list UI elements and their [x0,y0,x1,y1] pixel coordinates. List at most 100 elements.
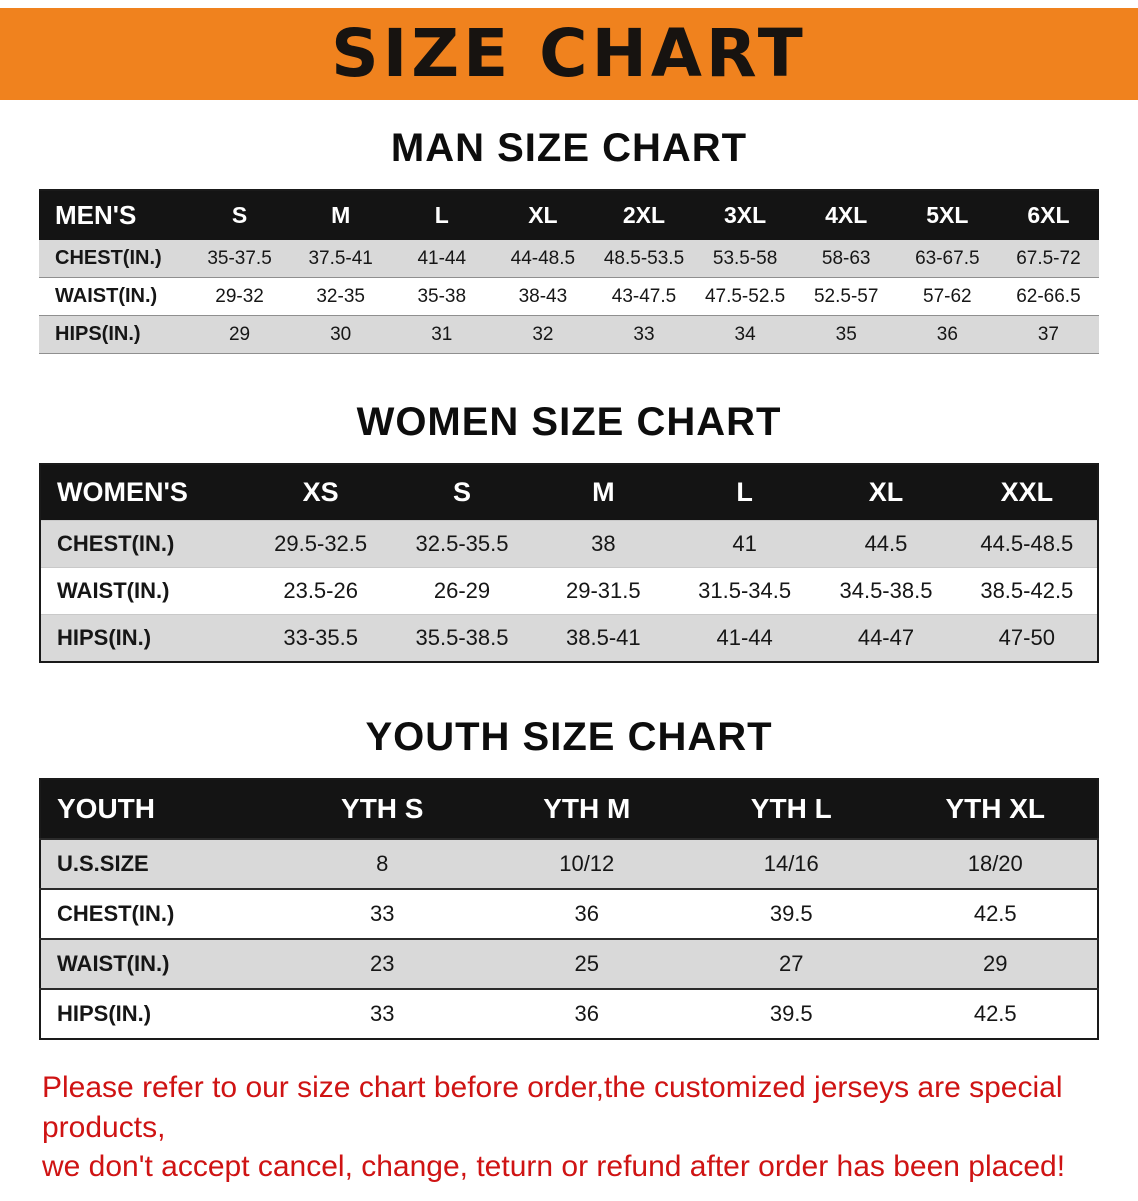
size-value: 32-35 [316,285,365,307]
size-column-header: XS [250,464,392,521]
size-column-header: 4XL [795,190,897,240]
row-label: U.S.SIZE [57,851,149,876]
size-value: 44-47 [857,625,915,650]
table-row: HIPS(IN.) 29 30 31 32 33 34 35 36 37 [39,315,1099,354]
table-row: WAIST(IN.) 29-32 32-35 35-38 38-43 43-47.5 47.… [39,278,1099,316]
size-column-header: 3XL [694,190,796,240]
size-value: 47-50 [998,625,1055,650]
women-size-table: WOMEN'S XS S M L XL XXL CHEST(IN.) 29.5-32.5 32.5… [39,463,1099,663]
size-value: 33 [370,1001,395,1026]
size-value: 32 [532,323,554,345]
size-value: 35.5-38.5 [415,625,509,650]
youth-size-section: YOUTH SIZE CHART YOUTH YTH S YTH M YTH L YTH… [0,715,1138,1040]
size-column-header: S [189,190,291,240]
size-column-header: XL [815,464,957,521]
size-value: 38 [591,531,616,556]
size-value: 41-44 [716,625,773,650]
table-row: HIPS(IN.) 33-35.5 35.5-38.5 38.5-41 41-44 44-… [40,614,1098,662]
size-value: 63-67.5 [915,247,980,269]
row-label: HIPS(IN.) [57,625,152,650]
size-column-header: 2XL [593,190,695,240]
size-value: 38-43 [518,285,568,307]
size-value: 25 [574,951,599,976]
size-value: 36 [574,1001,599,1026]
size-value: 33-35.5 [283,625,358,650]
size-value: 23.5-26 [283,578,358,603]
table-header-row: MEN'S S M L XL 2XL 3XL 4XL 5XL 6XL [39,190,1099,240]
size-value: 29 [228,323,251,345]
size-value: 27 [779,951,804,976]
table-title-cell: MEN'S [39,190,189,240]
size-value: 32.5-35.5 [415,531,509,556]
size-value: 36 [936,323,958,345]
size-column-header: S [391,464,533,521]
man-size-section: MAN SIZE CHART MEN'S S M L XL 2XL 3XL 4XL 5XL 6XL… [0,126,1138,354]
table-row: U.S.SIZE 8 10/12 14/16 18/20 [40,839,1098,889]
table-title-cell: YOUTH [40,779,280,839]
size-value: 53.5-58 [712,247,778,269]
row-label: CHEST(IN.) [55,247,162,269]
row-label: WAIST(IN.) [55,285,158,307]
size-value: 14/16 [763,851,819,876]
size-value: 38.5-42.5 [980,578,1074,603]
size-value: 52.5-57 [813,285,879,307]
size-value: 29 [983,951,1008,976]
size-value: 29-32 [215,285,264,307]
size-column-header: 5XL [896,190,998,240]
size-value: 44.5-48.5 [980,531,1074,556]
size-value: 10/12 [559,851,615,876]
size-value: 47.5-52.5 [704,285,786,307]
size-value: 35 [835,323,857,345]
size-chart-banner: SIZE CHART [0,8,1138,100]
size-value: 58-63 [821,247,871,269]
size-value: 57-62 [923,285,972,307]
row-label: CHEST(IN.) [57,901,175,926]
size-value: 44-48.5 [510,247,576,269]
size-column-header: M [532,464,674,521]
women-size-chart-heading: WOMEN SIZE CHART [356,400,782,444]
table-row: CHEST(IN.) 33 36 39.5 42.5 [40,889,1098,939]
size-value: 34 [734,323,756,345]
size-value: 39.5 [769,901,813,926]
table-row: WAIST(IN.) 23.5-26 26-29 29-31.5 31.5-34.5 34… [40,567,1098,615]
size-value: 67.5-72 [1016,247,1081,269]
size-column-header: XXL [956,464,1098,521]
size-column-header: M [290,190,392,240]
size-value: 35-38 [417,285,467,307]
size-value: 26-29 [433,578,491,603]
size-value: 35-37.5 [207,247,272,269]
size-column-header: YTH M [484,779,689,839]
size-value: 18/20 [967,851,1023,876]
size-value: 34.5-38.5 [839,578,933,603]
size-value: 43-47.5 [611,285,677,307]
size-value: 42.5 [973,901,1017,926]
youth-size-chart-heading: YOUTH SIZE CHART [365,715,773,759]
size-value: 44.5 [864,531,908,556]
banner-title: SIZE CHART [331,15,807,92]
row-label: WAIST(IN.) [57,578,170,603]
size-value: 33 [633,323,655,345]
size-column-header: L [391,190,493,240]
size-value: 31.5-34.5 [698,578,792,603]
size-value: 29.5-32.5 [274,531,368,556]
size-value: 37 [1037,323,1059,345]
footer-note-line2: we don't accept cancel, change, teturn o… [42,1150,1066,1184]
row-label: HIPS(IN.) [57,1001,152,1026]
size-value: 62-66.5 [1016,285,1081,307]
women-size-section: WOMEN SIZE CHART WOMEN'S XS S M L XL XXL CHEST(… [0,400,1138,663]
size-value: 37.5-41 [308,247,373,269]
size-value: 38.5-41 [566,625,641,650]
size-value: 41 [732,531,757,556]
table-header-row: YOUTH YTH S YTH M YTH L YTH XL [40,779,1098,839]
table-header-row: WOMEN'S XS S M L XL XXL [40,464,1098,521]
size-value: 23 [370,951,395,976]
size-column-header: L [673,464,816,521]
size-value: 29-31.5 [566,578,641,603]
size-value: 8 [376,851,389,876]
size-column-header: YTH S [280,779,485,839]
size-value: 36 [574,901,599,926]
size-column-header: YTH L [689,779,894,839]
size-value: 39.5 [769,1001,813,1026]
footer-note-line1: Please refer to our size chart before or… [42,1071,1063,1144]
size-value: 42.5 [973,1001,1017,1026]
